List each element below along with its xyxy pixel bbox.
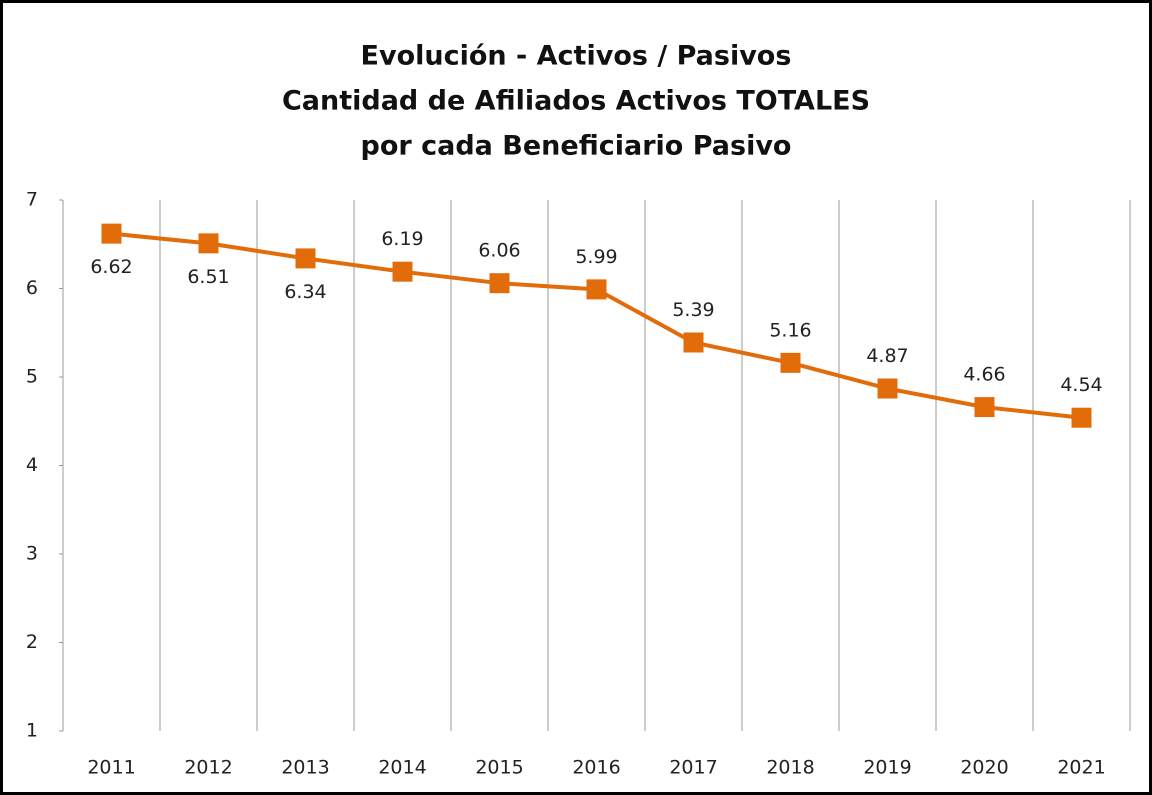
data-label: 5.99 (575, 246, 617, 268)
y-tick-label: 4 (26, 454, 38, 476)
data-label: 5.16 (769, 319, 811, 341)
x-tick-label: 2012 (184, 757, 232, 779)
data-label: 4.54 (1060, 374, 1102, 396)
marker (489, 273, 510, 294)
marker (877, 378, 898, 399)
y-tick-label: 6 (26, 277, 38, 299)
x-tick-label: 2018 (766, 757, 814, 779)
data-label: 6.19 (381, 228, 423, 250)
chart-title: por cada Beneficiario Pasivo (361, 131, 792, 162)
marker (392, 261, 413, 282)
marker (586, 279, 607, 300)
y-tick-label: 5 (26, 366, 38, 388)
marker (101, 223, 122, 244)
marker (974, 397, 995, 418)
y-tick-label: 3 (26, 543, 38, 565)
data-label: 4.87 (866, 345, 908, 367)
x-tick-label: 2019 (863, 757, 911, 779)
x-tick-label: 2014 (378, 757, 426, 779)
chart-title: Cantidad de Afiliados Activos TOTALES (282, 86, 870, 117)
marker (1071, 407, 1092, 428)
y-tick-label: 2 (26, 631, 38, 653)
marker (780, 352, 801, 373)
x-tick-label: 2013 (281, 757, 329, 779)
data-label: 6.34 (284, 281, 326, 303)
x-tick-label: 2011 (87, 757, 135, 779)
data-label: 6.62 (90, 256, 132, 278)
data-label: 6.06 (478, 240, 520, 262)
y-tick-label: 7 (26, 189, 38, 211)
x-tick-label: 2020 (960, 757, 1008, 779)
y-tick-label: 1 (26, 720, 38, 742)
marker (683, 332, 704, 353)
x-tick-label: 2016 (572, 757, 620, 779)
data-label: 6.51 (187, 266, 229, 288)
data-label: 4.66 (963, 364, 1005, 386)
x-tick-label: 2017 (669, 757, 717, 779)
marker (198, 233, 219, 254)
marker (295, 248, 316, 269)
x-tick-label: 2015 (475, 757, 523, 779)
chart-title: Evolución - Activos / Pasivos (361, 41, 792, 72)
x-tick-label: 2021 (1057, 757, 1105, 779)
data-label: 5.39 (672, 299, 714, 321)
